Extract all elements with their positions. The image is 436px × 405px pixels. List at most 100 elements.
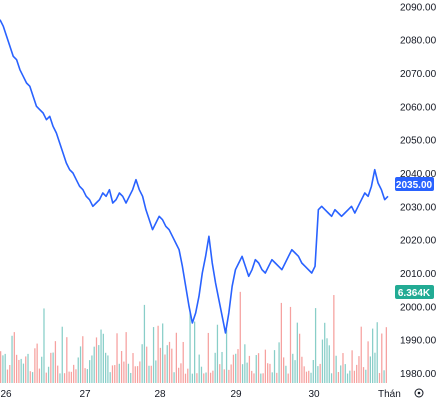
y-tick-label: 1980.00 xyxy=(400,369,436,380)
volume-bar xyxy=(292,353,294,383)
volume-bar xyxy=(29,371,31,383)
volume-bar xyxy=(75,369,77,383)
volume-bar xyxy=(303,366,305,383)
volume-bar xyxy=(11,335,13,383)
volume-bar xyxy=(93,346,95,383)
volume-bar xyxy=(104,352,107,383)
volume-bar xyxy=(232,354,235,383)
volume-bar xyxy=(278,342,280,383)
volume-bar xyxy=(152,327,155,383)
volume-bar xyxy=(365,369,367,383)
volume-bar xyxy=(157,325,159,383)
volume-bar xyxy=(189,312,191,383)
volume-bar xyxy=(251,370,253,383)
volume-bar xyxy=(225,329,228,383)
volume-bar xyxy=(287,373,289,383)
volume-bar xyxy=(130,372,132,383)
y-tick-label: 2030.00 xyxy=(400,202,436,213)
volume-bar xyxy=(248,355,251,383)
volume-bar xyxy=(360,326,362,383)
volume-bar xyxy=(132,353,134,383)
volume-bar xyxy=(289,306,292,383)
volume-bar xyxy=(148,365,150,383)
volume-bar xyxy=(31,372,34,383)
volume-bar xyxy=(100,329,102,383)
volume-bar xyxy=(2,355,4,383)
volume-bar xyxy=(155,360,157,383)
volume-bar xyxy=(328,345,330,383)
volume-bar xyxy=(324,322,326,383)
volume-bar xyxy=(301,356,303,383)
volume-bar xyxy=(9,365,11,383)
volume-bar xyxy=(120,351,123,383)
volume-bar xyxy=(41,356,43,383)
volume-bar xyxy=(141,344,143,383)
volume-bar xyxy=(98,345,100,383)
volume-bar xyxy=(344,364,346,383)
volume-bar xyxy=(314,308,317,383)
volume-bar xyxy=(116,333,118,383)
volume-bar xyxy=(166,345,168,383)
volume-bar xyxy=(223,369,225,383)
price-axis[interactable]: 1980.00 1990.00 2000.00 2010.00 2020.00 2030.… xyxy=(400,2,436,380)
volume-bar xyxy=(86,369,88,383)
volume-bar xyxy=(209,372,212,383)
volume-bar xyxy=(378,373,381,383)
last-price-badge: 2035.00 xyxy=(395,177,434,191)
y-tick-label: 2040.00 xyxy=(400,169,436,180)
volume-bar xyxy=(54,341,57,383)
volume-bar xyxy=(335,355,337,383)
volume-bar xyxy=(139,361,141,383)
volume-bar xyxy=(95,337,98,383)
volume-bar xyxy=(198,354,200,383)
last-volume-label: 6.364K xyxy=(398,288,431,299)
volume-bar xyxy=(182,341,184,383)
volume-bars xyxy=(0,291,387,383)
settings-icon[interactable] xyxy=(414,388,424,398)
volume-bar xyxy=(203,373,205,383)
volume-bar xyxy=(205,372,207,383)
volume-bar xyxy=(111,365,114,383)
volume-bar xyxy=(280,302,282,383)
volume-bar xyxy=(207,332,209,383)
volume-bar xyxy=(114,365,116,383)
volume-bar xyxy=(150,365,152,383)
volume-bar xyxy=(191,373,193,383)
volume-bar xyxy=(221,351,223,383)
volume-bar xyxy=(257,353,260,383)
volume-bar xyxy=(82,336,84,383)
volume-bar xyxy=(385,327,387,383)
volume-bar xyxy=(134,366,136,383)
x-tick-label: 27 xyxy=(79,389,91,400)
volume-bar xyxy=(184,373,187,383)
time-axis[interactable]: 26 27 28 29 30 xyxy=(0,389,320,400)
volume-bar xyxy=(173,372,175,383)
volume-bar xyxy=(43,308,45,383)
volume-bar xyxy=(123,361,125,383)
volume-bar xyxy=(200,366,203,383)
volume-bar xyxy=(22,363,25,383)
volume-bar xyxy=(246,362,248,383)
volume-bar xyxy=(219,364,221,383)
x-tick-label: 30 xyxy=(308,389,320,400)
volume-bar xyxy=(260,373,262,383)
volume-bar xyxy=(27,353,29,383)
volume-bar xyxy=(47,366,50,383)
volume-bar xyxy=(340,365,342,383)
volume-bar xyxy=(276,372,278,383)
volume-bar xyxy=(73,364,75,383)
volume-bar xyxy=(36,343,38,383)
last-price-label: 2035.00 xyxy=(396,180,433,191)
volume-bar xyxy=(321,339,324,383)
y-tick-label: 2060.00 xyxy=(400,102,436,113)
volume-bar xyxy=(68,371,70,383)
volume-bar xyxy=(294,360,296,383)
y-tick-label: 2000.00 xyxy=(400,302,436,313)
volume-bar xyxy=(235,353,237,383)
volume-bar xyxy=(107,355,109,383)
volume-bar xyxy=(267,363,269,383)
volume-bar xyxy=(79,346,82,383)
volume-bar xyxy=(353,370,356,383)
